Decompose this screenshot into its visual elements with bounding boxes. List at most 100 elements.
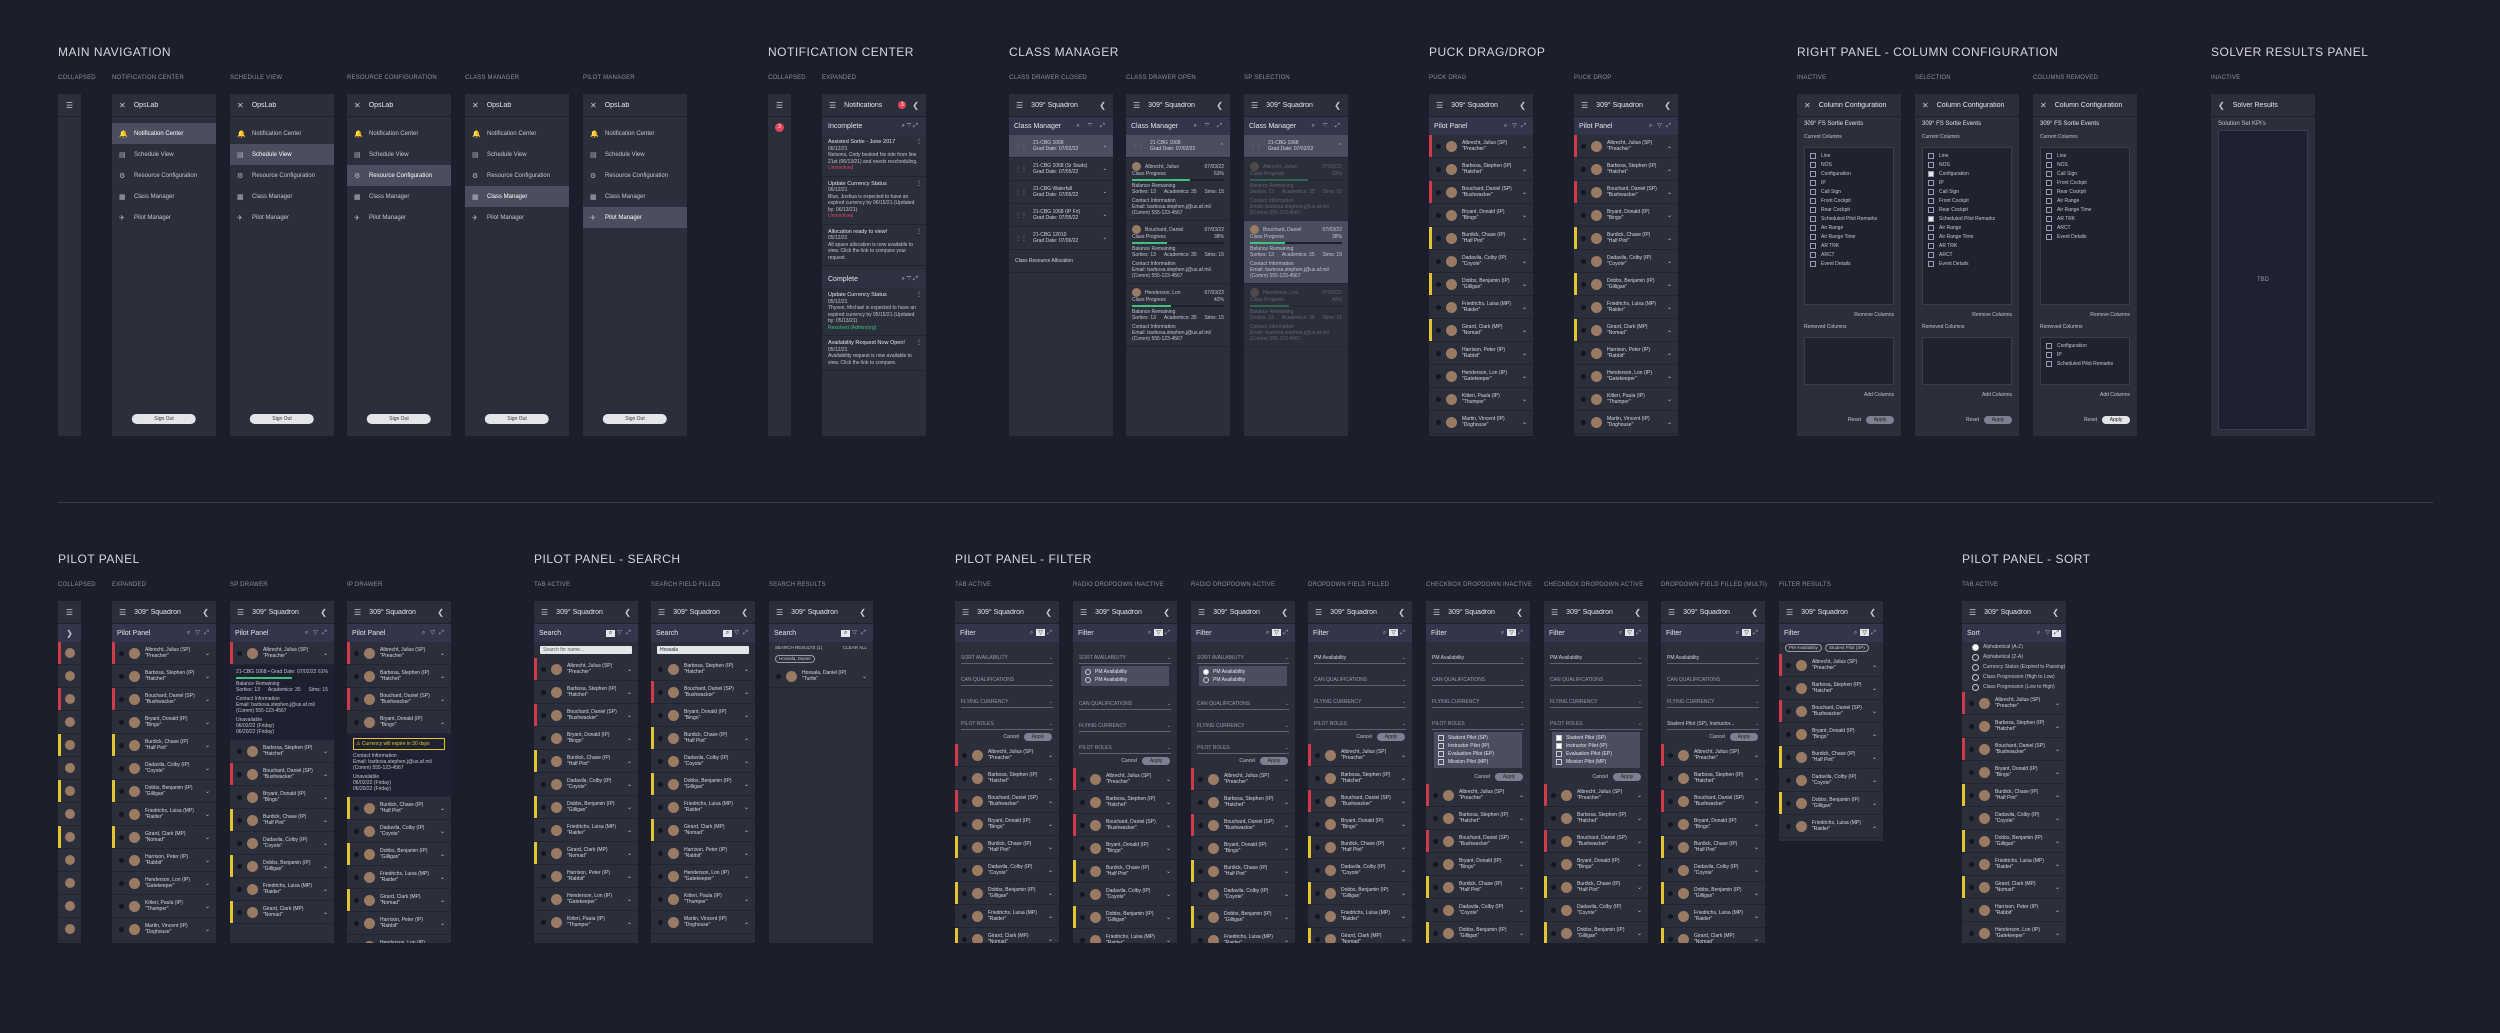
chevron-down-icon[interactable]: ⌄ <box>1283 799 1289 806</box>
pilot-row[interactable]: Friedrichs, Luisa (MP) "Raider" ⌄ <box>1779 815 1883 838</box>
pilot-row[interactable]: Albrecht, Julius (SP) "Preacher" ⌄ <box>1073 768 1177 791</box>
column-option[interactable]: Configuration <box>1928 169 2006 178</box>
chevron-down-icon[interactable]: ⌄ <box>204 903 210 910</box>
pilot-row[interactable]: Harrison, Peter (IP) "Rabbit" ⌄ <box>651 842 755 865</box>
collapse-chevron-icon[interactable]: ❮ <box>859 607 866 617</box>
drag-handle-icon[interactable] <box>1551 861 1556 867</box>
pilot-row[interactable]: Girard, Clark (MP) "Nomad" ⌄ <box>1429 319 1533 342</box>
chevron-down-icon[interactable]: ⌄ <box>626 827 632 834</box>
drag-handle-icon[interactable] <box>1080 845 1085 851</box>
hamburger-menu-icon[interactable]: ☰ <box>541 607 549 617</box>
nav-item-0[interactable]: 🔔 Notification Center <box>347 123 451 144</box>
pilot-row[interactable]: Dadavila, Colby (IP) "Coyote" ⌄ <box>230 832 334 855</box>
pilot-row[interactable]: Albrecht, Julius (SP) "Preacher" ⌄ <box>955 744 1059 767</box>
pilot-row[interactable]: Bouchard, Daniel (SP) "Bushwacker" ⌄ <box>1191 814 1295 837</box>
drag-handle-icon[interactable] <box>1080 937 1085 943</box>
drag-handle-icon[interactable] <box>1581 419 1586 425</box>
filter-field[interactable]: CAN QUALIFICATIONS ⌄ <box>1079 688 1171 710</box>
pilot-row[interactable]: Henderson, Lon (IP)"Gatekeeper" ⌄ <box>1429 365 1533 388</box>
chevron-down-icon[interactable]: ⌄ <box>743 804 749 811</box>
drag-handle-icon[interactable] <box>541 850 546 856</box>
tools-icon[interactable]: ⌕ ▽ ⤢ <box>901 275 918 282</box>
pilot-row[interactable]: Hossala, Daniel (IP) "Turtle" ⌄ <box>769 665 873 688</box>
chevron-down-icon[interactable]: ⌄ <box>1666 281 1672 288</box>
drag-handle-icon[interactable] <box>1436 373 1441 379</box>
pilot-row[interactable]: Bryant, Donald (IP) "Bingo" ⌄ <box>1426 853 1530 876</box>
pilot-row[interactable]: Albrecht, Julius (SP) "Preacher" ⌄ <box>347 642 451 665</box>
chevron-down-icon[interactable]: ⌄ <box>204 834 210 841</box>
drag-handle-icon[interactable] <box>658 873 663 879</box>
drag-handle-icon[interactable] <box>1668 890 1673 896</box>
chevron-down-icon[interactable]: ⌄ <box>1283 937 1289 944</box>
chevron-down-icon[interactable]: ⌄ <box>1521 258 1527 265</box>
filter-field[interactable]: CAN QUALIFICATIONS ⌄ <box>961 664 1053 686</box>
add-columns-button[interactable]: Add Columns <box>2099 392 2130 398</box>
chevron-down-icon[interactable]: ⌄ <box>1165 776 1171 783</box>
drag-handle-icon[interactable] <box>1969 769 1974 775</box>
pilot-row[interactable]: Burdick, Chase (IP) "Half Pint" ⌄ <box>1191 860 1295 883</box>
pilot-row[interactable]: Bryant, Donald (IP) "Bingo" ⌄ <box>1191 837 1295 860</box>
chevron-down-icon[interactable]: ⌄ <box>439 828 445 835</box>
toolbar-icons[interactable]: ⌕ ▽ ⤢ <box>1076 122 1108 129</box>
pilot-row[interactable]: Henderson, Lon (IP)"Gatekeeper" ⌄ <box>112 872 216 895</box>
collapse-chevron-icon[interactable]: ❮ <box>1869 607 1876 617</box>
chevron-down-icon[interactable]: ⌄ <box>1518 884 1524 891</box>
chevron-down-icon[interactable]: ⌄ <box>1047 867 1053 874</box>
pilot-row[interactable]: Bouchard, Daniel (SP) "Bushwacker" ⌄ <box>1073 814 1177 837</box>
pilot-row[interactable]: Dadavila, Colby (IP) "Coyote" ⌄ <box>651 750 755 773</box>
pilot-row[interactable]: Dobbs, Benjamin (IP) "Gilligan" ⌄ <box>1429 273 1533 296</box>
chevron-down-icon[interactable]: ⌄ <box>1521 281 1527 288</box>
sign-out-button[interactable]: Sign Out <box>366 414 432 424</box>
filter-chip[interactable]: Student Pilot (SP) <box>1824 644 1869 652</box>
chevron-down-icon[interactable]: ⌄ <box>1400 821 1406 828</box>
class-row[interactable]: ⋮⋮ 21-CBG 1068 (Sr Studs) Grad Date: 07/0… <box>1009 158 1113 181</box>
pilot-row[interactable]: Dobbs, Benjamin (IP) "Gilligan" ⌄ <box>347 843 451 866</box>
drag-handle-icon[interactable] <box>1198 914 1203 920</box>
more-options-icon[interactable]: ⋮ <box>916 292 922 298</box>
sort-tab-icon[interactable]: ⤢ <box>204 630 209 636</box>
hamburger-menu-icon[interactable]: ☰ <box>1581 100 1589 110</box>
chevron-down-icon[interactable]: ⌄ <box>743 689 749 696</box>
chevron-down-icon[interactable]: ⌄ <box>1666 304 1672 311</box>
search-tab-icon[interactable]: ⌕ <box>1503 123 1508 129</box>
drag-handle-icon[interactable] <box>962 775 967 781</box>
pilot-row[interactable]: Dobbs, Benjamin (IP) "Gilligan" ⌄ <box>112 780 216 803</box>
pilot-avatar-row[interactable] <box>58 780 81 803</box>
nav-item-1[interactable]: ▤ Schedule View <box>347 144 451 165</box>
hamburger-menu-icon[interactable]: ☰ <box>1016 100 1024 110</box>
pilot-row[interactable]: Bryant, Donald (IP) "Bingo" ⌄ <box>1073 837 1177 860</box>
drag-handle-icon[interactable] <box>1315 752 1320 758</box>
collapse-chevron-icon[interactable]: ❮ <box>1045 607 1052 617</box>
chevron-down-icon[interactable]: ⌄ <box>743 873 749 880</box>
chevron-down-icon[interactable]: ⌄ <box>743 758 749 765</box>
notification-item[interactable]: Allocation ready to view! 05/12/21 All s… <box>822 225 926 266</box>
drag-handle-icon[interactable] <box>119 696 124 702</box>
drag-handle-icon[interactable] <box>962 798 967 804</box>
chevron-down-icon[interactable]: ⌄ <box>626 804 632 811</box>
pilot-row[interactable]: Bouchard, Daniel (SP) "Bushwacker" ⌄ <box>1308 790 1412 813</box>
sort-tab-icon[interactable]: ⤢ <box>1521 123 1526 129</box>
nav-item-3[interactable]: ▦ Class Manager <box>465 186 569 207</box>
collapse-chevron-icon[interactable]: ❮ <box>1398 607 1405 617</box>
collapse-chevron-icon[interactable]: ❮ <box>320 607 327 617</box>
chevron-down-icon[interactable]: ⌄ <box>1666 396 1672 403</box>
drag-handle-icon[interactable] <box>1198 845 1203 851</box>
drag-handle-icon[interactable] <box>1786 777 1791 783</box>
drag-handle-icon[interactable] <box>658 850 663 856</box>
drag-handle-icon[interactable] <box>541 666 546 672</box>
chevron-down-icon[interactable]: ⌄ <box>626 919 632 926</box>
pilot-row[interactable]: Bryant, Donald (IP) "Bingo" ⌄ <box>1429 204 1533 227</box>
class-row[interactable]: ⋮⋮ 21-CBG 1068 Grad Date: 07/02/22 ⌄ <box>1009 135 1113 158</box>
notification-item[interactable]: Update Currency Status 06/12/21 Blue, Jo… <box>822 177 926 225</box>
pilot-row[interactable]: Bryant, Donald (IP) "Bingo" ⌄ <box>534 727 638 750</box>
drag-handle-icon[interactable] <box>119 903 124 909</box>
chevron-down-icon[interactable]: ⌄ <box>1666 189 1672 196</box>
drag-handle-icon[interactable] <box>1581 373 1586 379</box>
sign-out-button[interactable]: Sign Out <box>131 414 197 424</box>
chevron-down-icon[interactable]: ⌄ <box>626 735 632 742</box>
cancel-button[interactable]: Cancel <box>1121 758 1137 764</box>
filter-field[interactable]: Student Pilot (SP), Instructor... ⌄ <box>1667 708 1759 730</box>
radio-option[interactable]: PM Availability <box>1085 668 1165 676</box>
drag-handle-icon[interactable] <box>1668 775 1673 781</box>
sort-tab-icon[interactable]: ⤢ <box>2052 630 2061 637</box>
